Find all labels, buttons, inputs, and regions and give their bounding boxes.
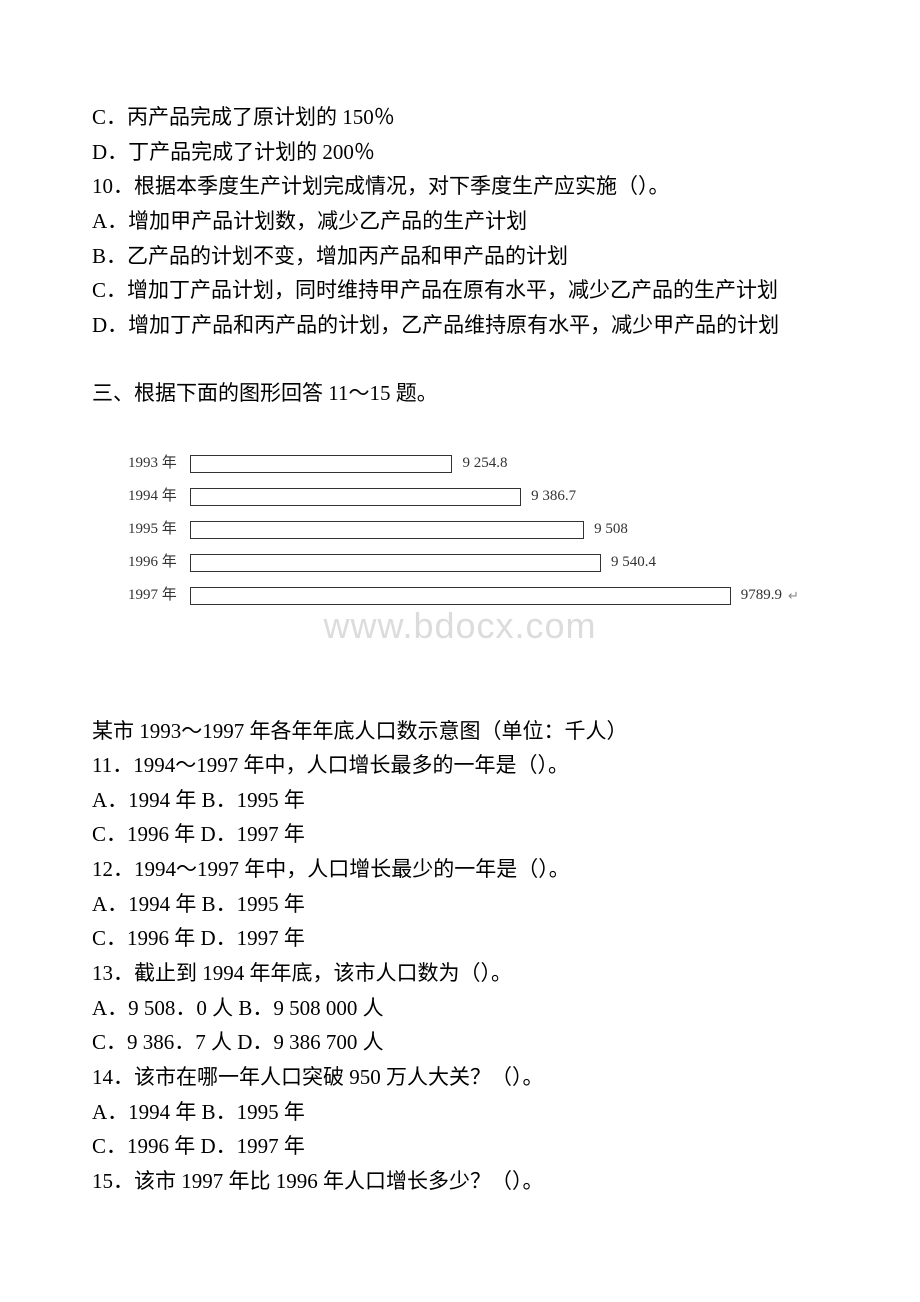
question-13: 13．截止到 1994 年年底，该市人口数为（）。 (92, 956, 828, 991)
q12-options-ab: A．1994 年 B．1995 年 (92, 887, 828, 922)
q13-options-cd: C．9 386．7 人 D．9 386 700 人 (92, 1025, 828, 1060)
chart-bar-wrap: 9 386.7 (190, 484, 576, 509)
question-12: 12．1994～1997 年中，人口增长最少的一年是（）。 (92, 852, 828, 887)
chart-bar-wrap: 9789.9 ↵ (190, 583, 799, 608)
chart-row: 1995 年 9 508 (128, 513, 708, 546)
chart-year-label: 1996 年 (128, 550, 190, 575)
q12-options-cd: C．1996 年 D．1997 年 (92, 921, 828, 956)
question-15: 15．该市 1997 年比 1996 年人口增长多少？（）。 (92, 1164, 828, 1199)
chart-bar (190, 587, 731, 605)
chart-value-label: 9 540.4 (611, 550, 656, 575)
question-10: 10．根据本季度生产计划完成情况，对下季度生产应实施（）。 (92, 169, 828, 204)
option-c: C．丙产品完成了原计划的 150％ (92, 100, 828, 135)
section-3-heading: 三、根据下面的图形回答 11～15 题。 (92, 376, 828, 411)
q11-options-cd: C．1996 年 D．1997 年 (92, 817, 828, 852)
q10-option-b: B．乙产品的计划不变，增加丙产品和甲产品的计划 (92, 239, 828, 274)
population-bar-chart: 1993 年9 254.81994 年9 386.71995 年9 508199… (128, 447, 708, 612)
chart-bar (190, 554, 601, 572)
question-14: 14．该市在哪一年人口突破 950 万人大关？（）。 (92, 1060, 828, 1095)
chart-value-label: 9 254.8 (462, 451, 507, 476)
chart-row: 1994 年 9 386.7 (128, 480, 708, 513)
return-icon: ↵ (788, 585, 799, 606)
chart-caption: 某市 1993～1997 年各年年底人口数示意图（单位：千人） (92, 714, 828, 749)
q14-options-ab: A．1994 年 B．1995 年 (92, 1095, 828, 1130)
q10-option-c: C．增加丁产品计划，同时维持甲产品在原有水平，减少乙产品的生产计划 (92, 273, 828, 308)
q13-options-ab: A．9 508．0 人 B．9 508 000 人 (92, 991, 828, 1026)
question-11: 11．1994～1997 年中，人口增长最多的一年是（）。 (92, 748, 828, 783)
option-d: D．丁产品完成了计划的 200％ (92, 135, 828, 170)
chart-row: 1993 年 9 254.8 (128, 447, 708, 480)
chart-year-label: 1995 年 (128, 517, 190, 542)
chart-bar (190, 488, 521, 506)
chart-value-label: 9789.9 (741, 583, 782, 608)
chart-value-label: 9 386.7 (531, 484, 576, 509)
q11-options-ab: A．1994 年 B．1995 年 (92, 783, 828, 818)
chart-bar (190, 521, 584, 539)
q14-options-cd: C．1996 年 D．1997 年 (92, 1129, 828, 1164)
q10-option-a: A．增加甲产品计划数，减少乙产品的生产计划 (92, 204, 828, 239)
chart-year-label: 1997 年 (128, 583, 190, 608)
chart-year-label: 1993 年 (128, 451, 190, 476)
chart-bar-wrap: 9 254.8 (190, 451, 507, 476)
chart-value-label: 9 508 (594, 517, 628, 542)
chart-bar-wrap: 9 540.4 (190, 550, 656, 575)
chart-row: 1997 年9789.9↵ (128, 579, 708, 612)
q10-option-d: D．增加丁产品和丙产品的计划，乙产品维持原有水平，减少甲产品的计划 (92, 308, 828, 343)
chart-row: 1996 年 9 540.4 (128, 546, 708, 579)
chart-year-label: 1994 年 (128, 484, 190, 509)
chart-bar (190, 455, 452, 473)
chart-bar-wrap: 9 508 (190, 517, 628, 542)
